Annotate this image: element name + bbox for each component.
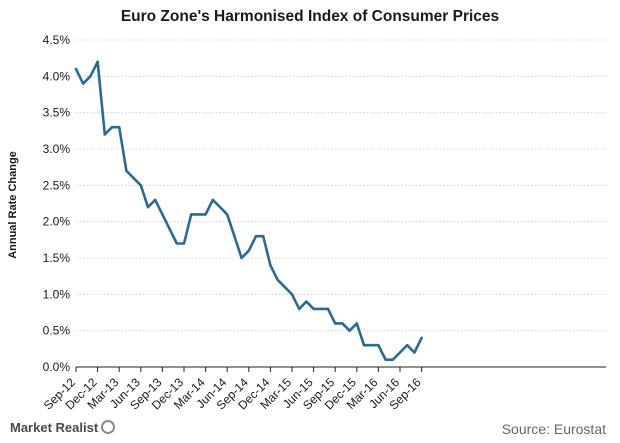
data-point xyxy=(355,322,358,325)
data-point xyxy=(110,126,114,129)
data-point xyxy=(370,344,373,347)
data-point xyxy=(247,249,250,252)
y-tick-label: 0.0% xyxy=(43,360,71,374)
data-point xyxy=(312,307,315,311)
data-point xyxy=(240,256,243,260)
data-point xyxy=(226,213,229,216)
data-point xyxy=(233,235,236,238)
data-point xyxy=(175,242,178,245)
brand-logo: Market Realist xyxy=(10,419,116,435)
y-tick-label: 3.0% xyxy=(43,142,71,156)
y-tick-label: 2.5% xyxy=(43,178,71,192)
data-point xyxy=(182,242,186,245)
series-line xyxy=(74,60,423,362)
data-point xyxy=(334,322,337,325)
data-point xyxy=(348,329,351,332)
data-point xyxy=(362,344,366,347)
y-tick-label: 2.0% xyxy=(43,215,71,229)
data-point xyxy=(413,351,416,354)
data-point xyxy=(190,213,193,216)
brand-name: Market Realist xyxy=(10,420,99,435)
data-point xyxy=(254,235,258,238)
data-point xyxy=(384,358,387,361)
y-tick-label: 4.5% xyxy=(43,33,71,47)
data-point xyxy=(283,285,286,289)
data-point xyxy=(262,235,265,238)
brand-mark-icon xyxy=(101,419,116,434)
data-point xyxy=(139,184,142,187)
y-tick-label: 0.5% xyxy=(43,324,71,338)
source-note: Source: Eurostat xyxy=(501,421,606,437)
data-point xyxy=(89,75,92,78)
chart-title: Euro Zone's Harmonised Index of Consumer… xyxy=(120,8,500,25)
data-point xyxy=(406,344,409,347)
data-point xyxy=(341,322,344,325)
data-point xyxy=(326,307,330,311)
data-point xyxy=(276,278,279,281)
data-point xyxy=(319,307,322,311)
data-point xyxy=(204,213,207,216)
data-point xyxy=(96,60,99,63)
data-point xyxy=(391,358,394,361)
data-point xyxy=(305,300,308,303)
data-point xyxy=(197,213,200,216)
y-tick-label: 3.5% xyxy=(43,106,71,120)
data-point xyxy=(211,198,214,202)
data-point xyxy=(290,293,294,296)
data-point xyxy=(154,198,157,202)
data-point xyxy=(103,133,107,136)
data-point xyxy=(74,67,78,71)
data-point xyxy=(125,169,128,172)
data-point xyxy=(218,205,222,209)
data-point xyxy=(298,307,301,311)
y-tick-label: 4.0% xyxy=(43,69,71,83)
y-tick-label: 1.5% xyxy=(43,251,71,265)
data-point xyxy=(398,351,402,354)
data-point xyxy=(168,227,171,231)
data-point xyxy=(146,205,150,209)
data-point xyxy=(118,126,121,129)
y-tick-label: 1.0% xyxy=(43,287,71,301)
data-point xyxy=(132,176,135,180)
data-point xyxy=(269,264,272,267)
data-point xyxy=(420,336,423,340)
data-point xyxy=(161,213,164,216)
data-point xyxy=(82,82,85,85)
data-point xyxy=(377,344,380,347)
